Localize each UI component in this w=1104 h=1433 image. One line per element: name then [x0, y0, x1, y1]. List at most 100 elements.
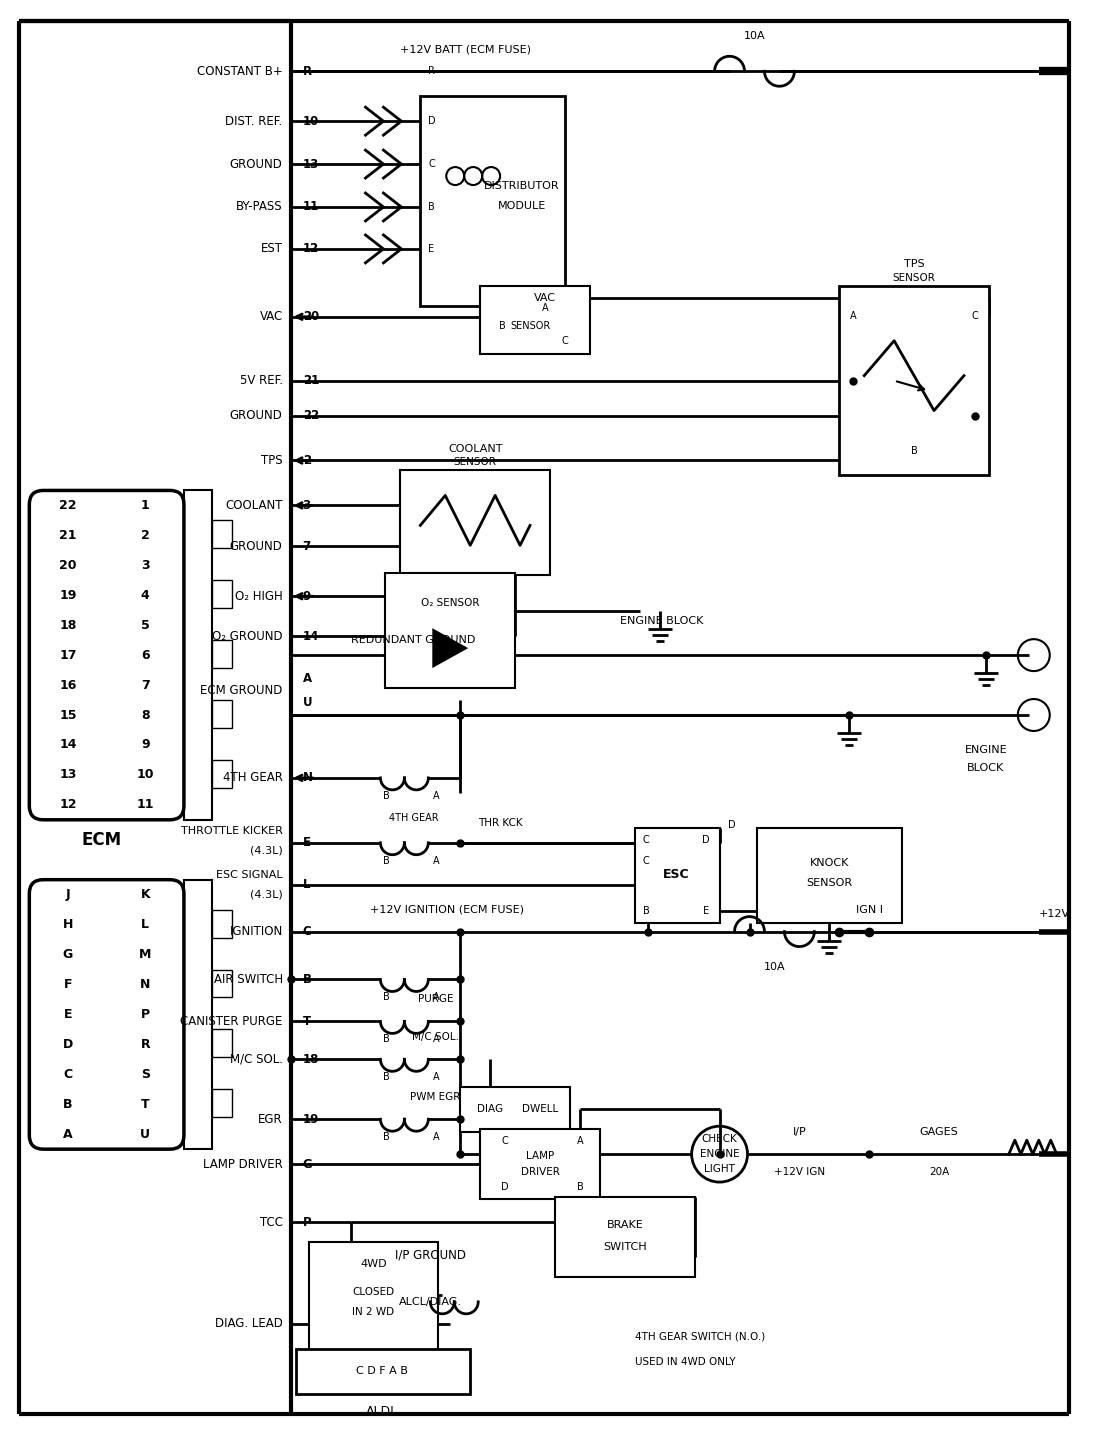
Text: SWITCH: SWITCH [603, 1242, 647, 1252]
Text: ESC SIGNAL: ESC SIGNAL [216, 870, 283, 880]
Text: O₂ GROUND: O₂ GROUND [212, 629, 283, 642]
Text: B: B [576, 1182, 583, 1192]
Text: 19: 19 [60, 589, 76, 602]
Text: 4TH GEAR SWITCH (N.O.): 4TH GEAR SWITCH (N.O.) [635, 1331, 765, 1341]
Text: A: A [850, 311, 857, 321]
Text: 14: 14 [302, 629, 319, 642]
Polygon shape [433, 628, 468, 668]
Text: COOLANT: COOLANT [448, 444, 502, 453]
Text: C: C [501, 1136, 509, 1146]
Text: 3: 3 [141, 559, 149, 572]
Text: A: A [433, 1132, 439, 1142]
Text: 17: 17 [60, 649, 76, 662]
Text: 9: 9 [302, 590, 311, 603]
Text: 16: 16 [60, 679, 76, 692]
Text: PWM EGR: PWM EGR [410, 1092, 460, 1102]
Text: L: L [302, 878, 310, 891]
Text: D: D [728, 820, 735, 830]
Text: SENSOR: SENSOR [893, 272, 935, 282]
Text: B: B [499, 321, 506, 331]
Text: 12: 12 [302, 242, 319, 255]
Text: USED IN 4WD ONLY: USED IN 4WD ONLY [635, 1357, 735, 1367]
Text: E: E [302, 837, 310, 850]
Text: 20A: 20A [928, 1166, 949, 1176]
Text: A: A [542, 302, 549, 312]
Text: 1: 1 [141, 499, 150, 512]
Text: B: B [911, 446, 917, 456]
Text: 21: 21 [60, 529, 76, 542]
Text: O₂ HIGH: O₂ HIGH [235, 590, 283, 603]
Bar [757, 828, 902, 923]
Text: D: D [702, 835, 710, 845]
Text: THR KCK: THR KCK [478, 818, 522, 828]
Text: A: A [302, 672, 311, 685]
Text: DIAG: DIAG [477, 1105, 503, 1115]
Text: IGNITION: IGNITION [230, 926, 283, 939]
Text: C: C [302, 926, 311, 939]
Text: H: H [63, 919, 73, 931]
Text: ENGINE: ENGINE [700, 1149, 740, 1159]
Text: +12V IGN: +12V IGN [774, 1166, 825, 1176]
Text: R: R [428, 66, 435, 76]
Text: CLOSED: CLOSED [352, 1287, 394, 1297]
Text: 12: 12 [60, 798, 76, 811]
Text: B: B [383, 993, 390, 1003]
Text: F: F [64, 977, 72, 992]
Bar [212, 759, 232, 788]
Text: TCC: TCC [259, 1215, 283, 1228]
Text: LAMP: LAMP [526, 1151, 554, 1161]
Text: B: B [383, 1035, 390, 1045]
Text: ECM GROUND: ECM GROUND [200, 684, 283, 696]
Bar [555, 1197, 694, 1277]
Bar [212, 910, 232, 937]
Bar [212, 701, 232, 728]
Text: 14: 14 [60, 738, 76, 751]
Text: D: D [63, 1037, 73, 1050]
Text: B: B [383, 856, 390, 866]
Text: 6: 6 [141, 649, 149, 662]
Text: C: C [428, 159, 435, 169]
Text: C: C [972, 311, 978, 321]
Text: EST: EST [261, 242, 283, 255]
Text: J: J [65, 888, 71, 901]
Text: 4WD: 4WD [360, 1260, 386, 1270]
Text: TPS: TPS [261, 454, 283, 467]
Bar [184, 880, 212, 1149]
Text: C: C [562, 335, 569, 345]
Bar [212, 970, 232, 997]
Bar [212, 641, 232, 668]
Bar [309, 1242, 438, 1357]
Text: P: P [140, 1007, 150, 1020]
Text: 9: 9 [141, 738, 149, 751]
Text: 2: 2 [302, 454, 310, 467]
Text: E: E [703, 906, 710, 916]
Text: L: L [141, 919, 149, 931]
Text: 19: 19 [302, 1112, 319, 1126]
Text: GROUND: GROUND [230, 158, 283, 171]
Text: 18: 18 [60, 619, 76, 632]
Text: 13: 13 [302, 158, 319, 171]
Bar [385, 573, 516, 688]
Text: GROUND: GROUND [230, 540, 283, 553]
Text: 20: 20 [60, 559, 76, 572]
Text: ALCL/DIAG.: ALCL/DIAG. [399, 1297, 461, 1307]
Text: A: A [433, 856, 439, 866]
Text: T: T [141, 1098, 149, 1111]
Text: SENSOR: SENSOR [806, 877, 852, 887]
Text: 2: 2 [141, 529, 150, 542]
Bar [480, 1129, 599, 1199]
Text: R: R [140, 1037, 150, 1050]
Text: ECM: ECM [81, 831, 121, 848]
Text: PURGE: PURGE [417, 995, 453, 1005]
Text: M: M [139, 949, 151, 962]
Text: B: B [383, 1132, 390, 1142]
Text: P: P [302, 1215, 311, 1228]
Text: I/P: I/P [793, 1128, 806, 1138]
Text: D: D [501, 1182, 509, 1192]
Text: 8: 8 [141, 708, 149, 721]
Text: N: N [140, 977, 150, 992]
Text: G: G [63, 949, 73, 962]
Text: A: A [576, 1136, 583, 1146]
Text: I/P GROUND: I/P GROUND [395, 1248, 466, 1261]
Text: DRIVER: DRIVER [521, 1166, 560, 1176]
